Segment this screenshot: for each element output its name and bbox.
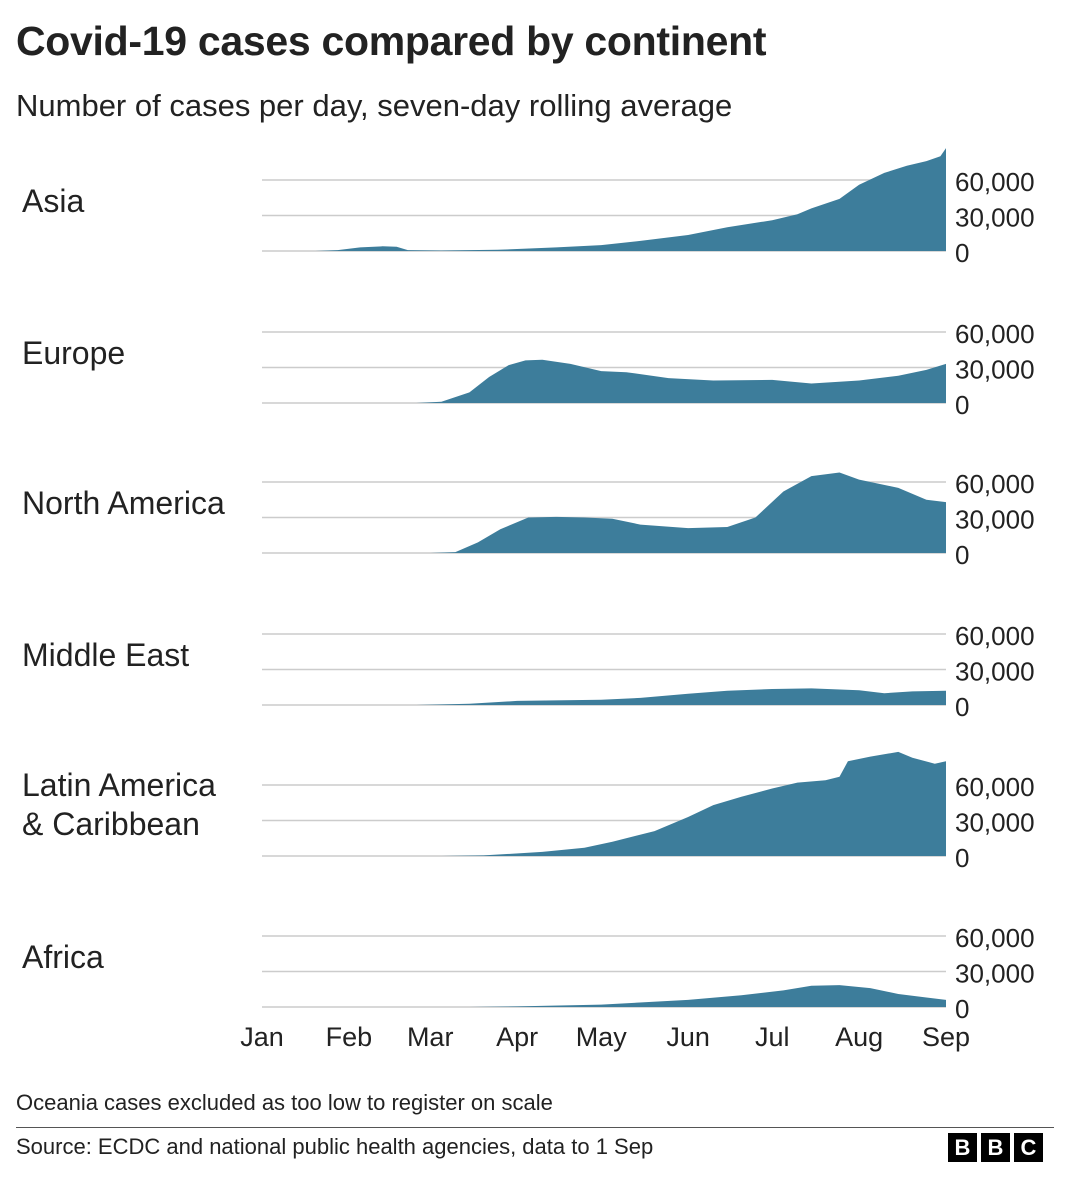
y-tick-label: 60,000 [955,167,1035,197]
area-series [262,472,946,553]
small-multiples-area-chart: 0 30,000 60,000 Asia 0 30,000 60,000 Europe 0 30,… [22,148,1035,1052]
y-tick-label: 0 [955,994,969,1024]
panel-label: Asia [22,183,84,219]
y-tick-label: 30,000 [955,203,1035,233]
area-series [262,688,946,705]
y-tick-label: 30,000 [955,808,1035,838]
footer-divider [16,1127,1054,1128]
y-tick-label: 60,000 [955,772,1035,802]
y-tick-label: 0 [955,692,969,722]
panel-label: North America [22,485,225,521]
x-tick-label: Apr [496,1022,538,1052]
x-tick-label: Feb [326,1022,373,1052]
x-tick-label: Mar [407,1022,454,1052]
y-tick-label: 30,000 [955,355,1035,385]
y-tick-label: 0 [955,238,969,268]
source-note: Source: ECDC and national public health … [16,1134,654,1159]
chart-subtitle: Number of cases per day, seven-day rolli… [16,88,733,123]
logo-letter: B [948,1133,977,1162]
y-tick-label: 0 [955,843,969,873]
x-tick-label: Jul [755,1022,790,1052]
y-tick-label: 60,000 [955,923,1035,953]
logo-letter: C [1014,1133,1043,1162]
chart-title: Covid-19 cases compared by continent [16,18,767,64]
y-tick-label: 60,000 [955,469,1035,499]
area-series [262,985,946,1007]
panel-label: Europe [22,335,125,371]
y-tick-label: 60,000 [955,319,1035,349]
y-tick-label: 30,000 [955,959,1035,989]
y-tick-label: 30,000 [955,657,1035,687]
logo-letter: B [981,1133,1010,1162]
panel-label: & Caribbean [22,806,200,842]
y-tick-label: 0 [955,540,969,570]
y-tick-label: 30,000 [955,505,1035,535]
area-series [262,751,946,856]
bbc-logo: B B C [948,1133,1043,1162]
panel-label: Africa [22,939,104,975]
x-tick-label: May [576,1022,628,1052]
area-series [262,148,946,251]
y-tick-label: 0 [955,390,969,420]
panel-label: Middle East [22,637,189,673]
panel-label: Latin America [22,767,216,803]
x-tick-label: Jun [666,1022,710,1052]
x-tick-label: Jan [240,1022,284,1052]
x-tick-label: Sep [922,1022,970,1052]
y-tick-label: 60,000 [955,621,1035,651]
area-series [262,359,946,403]
footnote: Oceania cases excluded as too low to reg… [16,1090,553,1115]
x-tick-label: Aug [835,1022,883,1052]
